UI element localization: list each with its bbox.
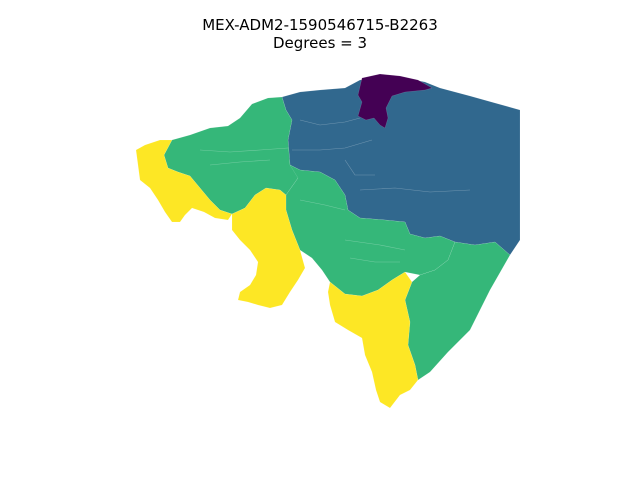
region-south <box>327 271 419 409</box>
map-subtitle: Degrees = 3 <box>272 34 368 52</box>
map-title: MEX-ADM2-1590546715-B2263 <box>202 16 438 34</box>
region-central-west <box>231 187 306 309</box>
region-north <box>357 73 433 129</box>
region-west-coast <box>135 139 233 223</box>
internal-boundaries <box>199 117 471 263</box>
